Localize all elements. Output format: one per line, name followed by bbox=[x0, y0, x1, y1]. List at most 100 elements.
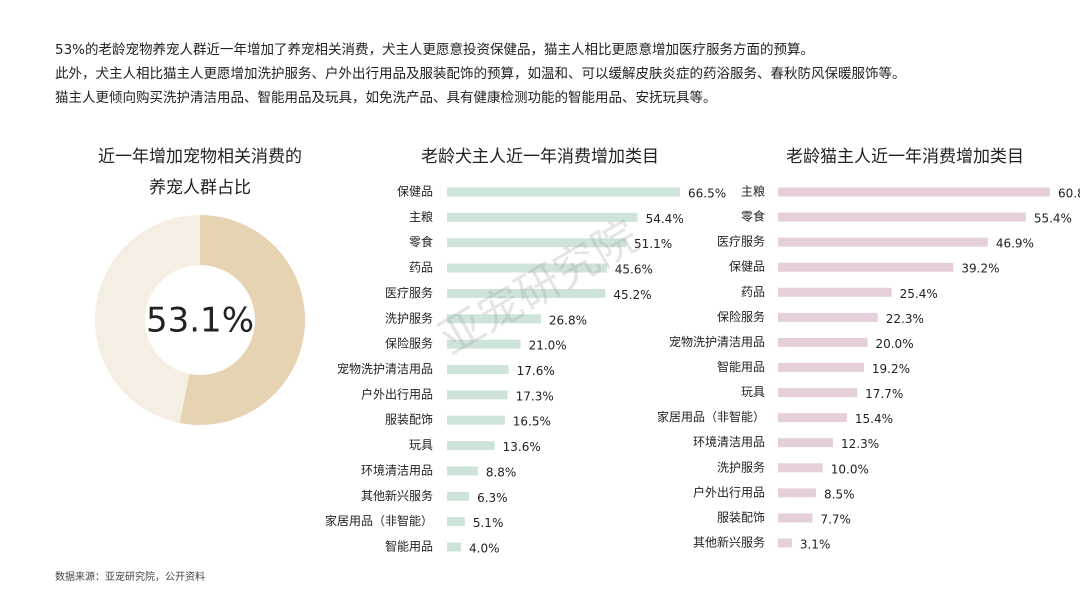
category-label: 玩具 bbox=[409, 438, 433, 452]
bar bbox=[778, 413, 847, 423]
bar bbox=[447, 466, 478, 476]
category-label: 零食 bbox=[409, 234, 433, 249]
bar bbox=[778, 363, 864, 372]
value-label: 39.2% bbox=[961, 262, 999, 276]
bar bbox=[778, 538, 792, 548]
center-label: 53.1% bbox=[146, 301, 254, 341]
intro-line: 53%的老龄宠物养宠人群近一年增加了养宠相关消费，犬主人更愿意投资保健品，猫主人… bbox=[55, 41, 814, 58]
bar bbox=[447, 339, 521, 349]
category-label: 零食 bbox=[741, 209, 765, 224]
category-label: 智能用品 bbox=[717, 359, 765, 374]
value-label: 15.4% bbox=[855, 412, 893, 426]
category-label: 医疗服务 bbox=[717, 234, 765, 249]
value-label: 7.7% bbox=[820, 512, 851, 526]
intro-line: 猫主人更倾向购买洗护清洁用品、智能用品及玩具，如免洗产品、具有健康检测功能的智能… bbox=[55, 89, 717, 106]
chart-title: 老龄猫主人近一年消费增加类目 bbox=[786, 147, 1024, 167]
value-label: 51.1% bbox=[634, 237, 672, 251]
bar bbox=[447, 314, 541, 324]
bar bbox=[778, 488, 817, 498]
category-label: 家居用品（非智能） bbox=[325, 513, 433, 528]
bar bbox=[778, 438, 834, 448]
source: 数据来源：亚宠研究院，公开资料 bbox=[55, 570, 205, 583]
value-label: 21.0% bbox=[529, 339, 567, 353]
bar bbox=[778, 463, 823, 473]
value-label: 8.8% bbox=[486, 465, 517, 479]
bar bbox=[778, 287, 892, 297]
value-label: 5.1% bbox=[473, 516, 504, 530]
value-label: 55.4% bbox=[1034, 212, 1072, 226]
category-label: 其他新兴服务 bbox=[693, 535, 765, 550]
chart-title: 养宠人群占比 bbox=[149, 178, 251, 198]
category-label: 保健品 bbox=[729, 260, 765, 274]
category-label: 宠物洗护清洁用品 bbox=[669, 334, 765, 349]
category-label: 户外出行用品 bbox=[693, 484, 765, 499]
category-label: 智能用品 bbox=[385, 539, 433, 554]
value-label: 13.6% bbox=[503, 440, 541, 454]
category-label: 主粮 bbox=[409, 209, 433, 224]
category-label: 洗护服务 bbox=[385, 310, 433, 325]
value-label: 45.2% bbox=[613, 288, 651, 302]
bar bbox=[447, 365, 509, 374]
category-label: 服装配饰 bbox=[385, 413, 433, 427]
value-label: 25.4% bbox=[900, 287, 938, 301]
category-label: 环境清洁用品 bbox=[693, 434, 765, 449]
bar bbox=[778, 513, 813, 523]
value-label: 20.0% bbox=[875, 337, 913, 351]
bar bbox=[778, 262, 954, 272]
value-label: 4.0% bbox=[469, 542, 500, 556]
bar bbox=[447, 212, 638, 222]
value-label: 17.3% bbox=[516, 389, 554, 403]
bar bbox=[447, 491, 470, 501]
value-label: 46.9% bbox=[996, 237, 1034, 251]
category-label: 环境清洁用品 bbox=[361, 462, 433, 477]
bar bbox=[778, 212, 1026, 222]
value-label: 17.7% bbox=[865, 387, 903, 401]
value-label: 3.1% bbox=[800, 538, 831, 552]
bar bbox=[447, 441, 495, 451]
value-label: 6.3% bbox=[477, 491, 508, 505]
category-label: 药品 bbox=[741, 285, 765, 299]
category-label: 主粮 bbox=[741, 184, 765, 199]
chart-title: 老龄犬主人近一年消费增加类目 bbox=[421, 147, 659, 167]
bar bbox=[447, 542, 462, 552]
value-label: 66.5% bbox=[688, 187, 726, 201]
bar bbox=[778, 388, 858, 398]
donut-segment bbox=[179, 215, 306, 426]
bar bbox=[778, 187, 1050, 197]
category-label: 保健品 bbox=[397, 185, 433, 199]
chart-title: 近一年增加宠物相关消费的 bbox=[98, 147, 302, 167]
bar bbox=[447, 238, 627, 248]
value-label: 16.5% bbox=[513, 415, 551, 429]
value-label: 45.6% bbox=[615, 263, 653, 277]
bar bbox=[447, 263, 607, 273]
value-label: 17.6% bbox=[517, 364, 555, 378]
bar bbox=[447, 517, 465, 527]
intro-line: 此外，犬主人相比猫主人更愿增加洗护服务、户外出行用品及服装配饰的预算，如温和、可… bbox=[55, 65, 906, 82]
category-label: 医疗服务 bbox=[385, 285, 433, 300]
bar bbox=[447, 415, 505, 425]
category-label: 洗护服务 bbox=[717, 459, 765, 474]
value-label: 60.8% bbox=[1058, 187, 1080, 201]
bar bbox=[447, 288, 606, 298]
bar bbox=[447, 390, 508, 400]
category-label: 宠物洗护清洁用品 bbox=[337, 361, 433, 376]
bar bbox=[778, 337, 868, 347]
value-label: 8.5% bbox=[824, 487, 855, 501]
bar bbox=[778, 237, 988, 247]
value-label: 10.0% bbox=[831, 462, 869, 476]
bar bbox=[447, 187, 680, 197]
category-label: 玩具 bbox=[741, 385, 765, 399]
value-label: 26.8% bbox=[549, 313, 587, 327]
category-label: 户外出行用品 bbox=[361, 386, 433, 401]
value-label: 54.4% bbox=[646, 212, 684, 226]
donut-segment bbox=[95, 215, 200, 424]
bar bbox=[778, 312, 878, 322]
category-label: 其他新兴服务 bbox=[361, 488, 433, 503]
category-label: 保险服务 bbox=[385, 336, 433, 351]
value-label: 19.2% bbox=[872, 362, 910, 376]
category-label: 药品 bbox=[409, 261, 433, 275]
value-label: 12.3% bbox=[841, 437, 879, 451]
value-label: 22.3% bbox=[886, 312, 924, 326]
category-label: 家居用品（非智能） bbox=[657, 409, 765, 424]
